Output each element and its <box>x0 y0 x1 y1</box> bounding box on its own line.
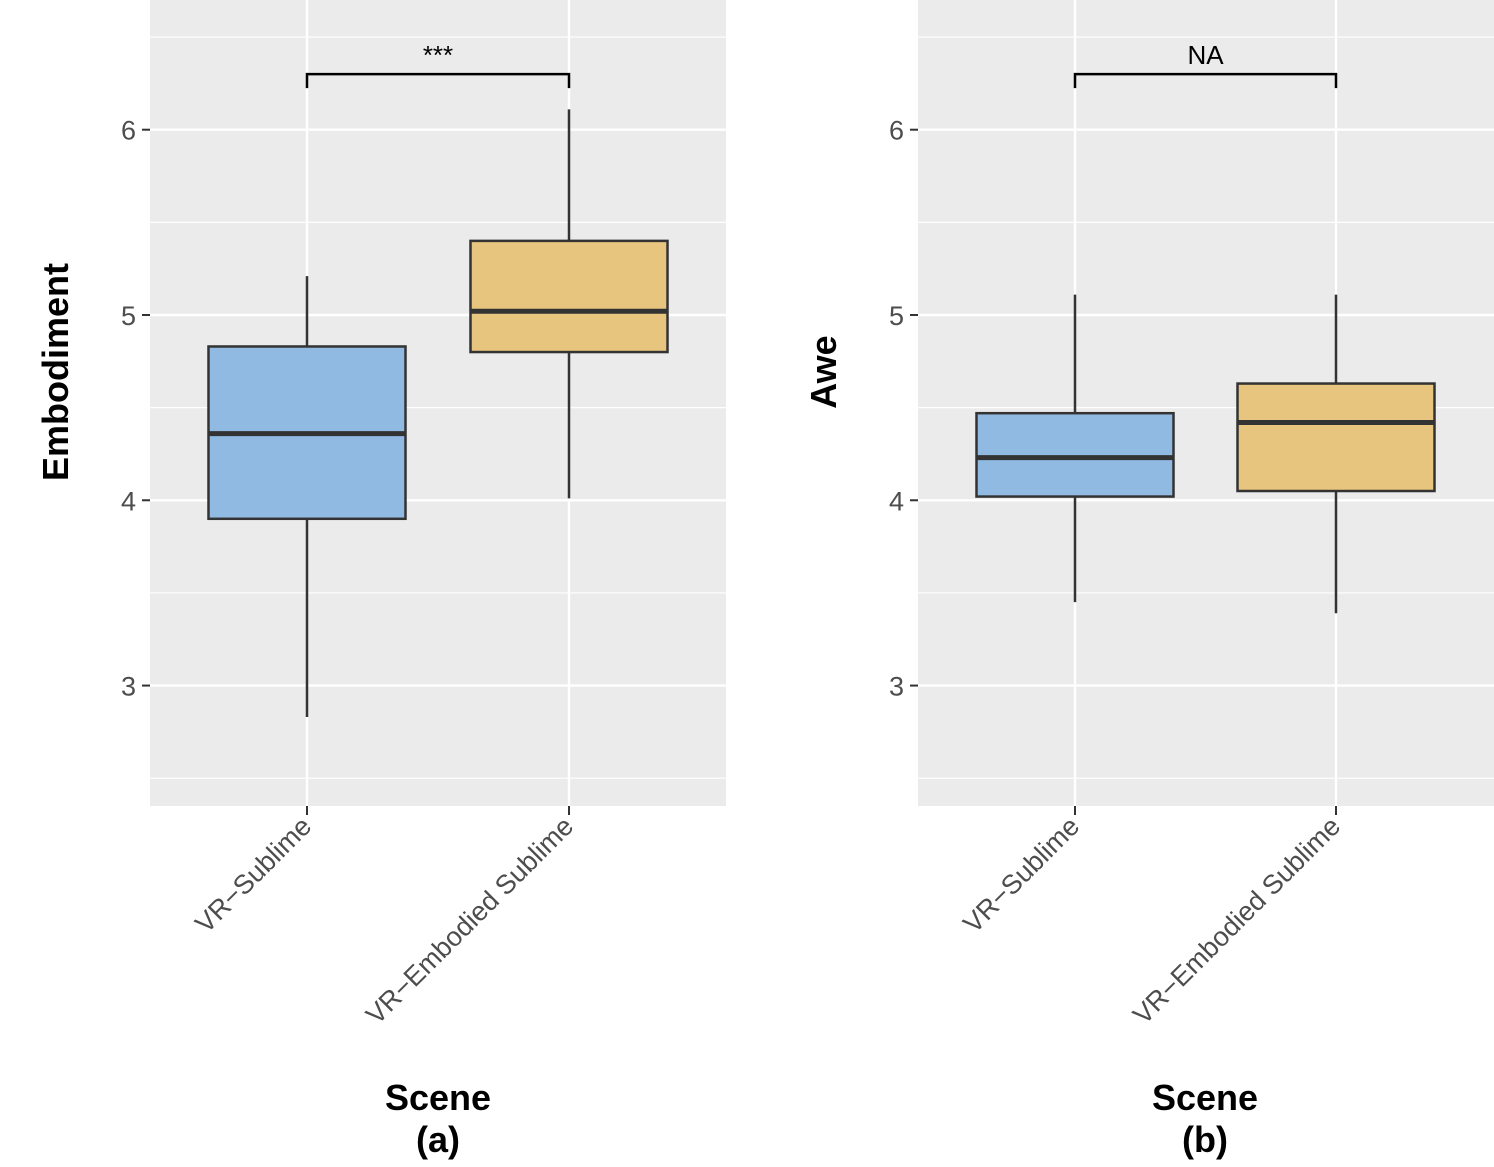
y-axis-title: Embodiment <box>35 263 76 481</box>
y-tick-label: 3 <box>121 672 136 702</box>
significance-label: NA <box>1187 40 1224 70</box>
box-vr-sublime <box>975 294 1175 603</box>
iqr-box <box>975 411 1175 498</box>
x-tick-label: VR−Embodied Sublime <box>360 811 579 1030</box>
box-vr-embodied-sublime <box>1236 294 1436 614</box>
box-vr-sublime <box>207 276 407 718</box>
x-tick-label: VR−Sublime <box>189 811 317 939</box>
x-tick-label: VR−Sublime <box>957 811 1085 939</box>
panel-label: (b) <box>1182 1119 1228 1160</box>
y-tick-label: 6 <box>121 116 136 146</box>
iqr-box <box>469 239 669 354</box>
x-tick-label: VR−Embodied Sublime <box>1127 811 1346 1030</box>
y-axis-title: Awe <box>803 335 844 408</box>
y-tick-label: 3 <box>889 672 904 702</box>
iqr-box <box>1236 382 1436 493</box>
y-tick-label: 5 <box>121 301 136 331</box>
x-axis-title: Scene <box>1152 1077 1258 1118</box>
y-tick-label: 5 <box>889 301 904 331</box>
y-tick-label: 4 <box>889 486 904 516</box>
y-tick-label: 6 <box>889 116 904 146</box>
panel-b: 3 4 5 6 NA VR−Sublime VR−Embodied Sublime Awe Sc… <box>803 0 1494 1160</box>
significance-bracket <box>305 72 571 89</box>
significance-label: *** <box>423 40 453 70</box>
y-tick-label: 4 <box>121 486 136 516</box>
panel-label: (a) <box>416 1119 460 1160</box>
x-axis-title: Scene <box>385 1077 491 1118</box>
significance-bracket <box>1073 72 1338 89</box>
panel-a: 3 4 5 6 *** VR−Sublime VR−Embodied Sublime Embo… <box>35 0 726 1160</box>
box-vr-embodied-sublime <box>469 109 669 499</box>
